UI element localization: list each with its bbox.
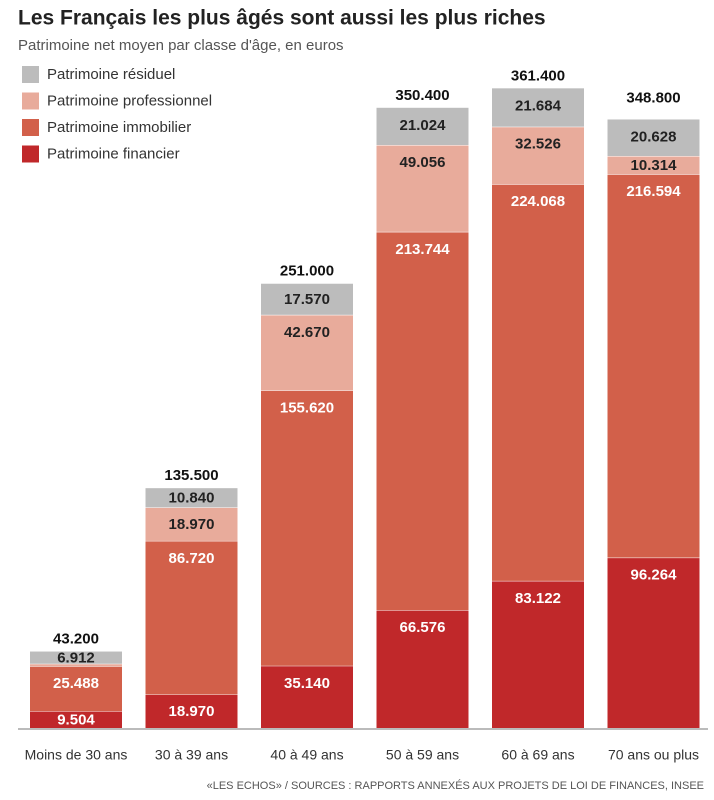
legend-swatch	[22, 145, 39, 163]
bar-segment	[261, 283, 353, 315]
legend-label: Patrimoine immobilier	[47, 119, 191, 136]
value-label: 96.264	[631, 567, 678, 584]
legend-label: Patrimoine financier	[47, 145, 180, 162]
value-label: 32.526	[515, 136, 561, 153]
total-label: 350.400	[395, 87, 449, 104]
bar-segment	[607, 155, 700, 175]
value-label: 25.488	[53, 675, 99, 692]
bar-segment	[145, 507, 238, 541]
bar-segment	[492, 184, 584, 581]
total-label: 251.000	[280, 263, 334, 280]
legend-label: Patrimoine résiduel	[47, 66, 175, 83]
value-label: 66.576	[400, 619, 446, 636]
bar-segment	[30, 663, 122, 667]
legend-swatch	[22, 66, 39, 83]
value-label: 213.744	[395, 241, 450, 258]
bar-segment	[492, 580, 584, 728]
bar-segment	[376, 107, 469, 146]
value-label: 86.720	[169, 550, 215, 567]
bar-segment	[492, 126, 584, 185]
chart-title: Les Français les plus âgés sont aussi le…	[18, 7, 546, 30]
legend-label: Patrimoine professionnel	[47, 92, 212, 109]
value-label: 18.970	[169, 516, 215, 533]
bar-segment	[30, 711, 122, 728]
bar-segment	[376, 231, 469, 611]
value-label: 6.912	[57, 650, 95, 667]
bar-segment	[607, 119, 700, 156]
value-label: 155.620	[280, 399, 334, 416]
value-label: 9.504	[57, 712, 95, 729]
source: «LES ECHOS» / SOURCES : RAPPORTS ANNEXÉS…	[207, 779, 704, 792]
bar-segment	[30, 651, 122, 664]
value-label: 10.840	[169, 490, 215, 507]
legend-swatch	[22, 92, 39, 110]
value-label: 83.122	[515, 590, 561, 607]
bar-segment	[145, 694, 238, 728]
x-tick-label: 50 à 59 ans	[386, 747, 459, 763]
value-label: 21.024	[400, 117, 447, 134]
value-label: 17.570	[284, 291, 330, 308]
value-label: 42.670	[284, 324, 330, 341]
bar-segment	[261, 665, 353, 728]
value-label: 49.056	[400, 154, 446, 171]
value-label: 20.628	[631, 128, 677, 145]
bar-segment	[145, 540, 238, 695]
x-tick-label: 30 à 39 ans	[155, 747, 228, 763]
x-tick-label: 60 à 69 ans	[501, 747, 574, 763]
bar-segment	[30, 666, 122, 712]
x-tick-label: 40 à 49 ans	[270, 747, 343, 763]
bar-segment	[492, 88, 584, 127]
bar-segment	[261, 390, 353, 666]
bar-segment	[607, 557, 700, 728]
bar-segment	[376, 610, 469, 728]
value-label: 18.970	[169, 703, 215, 720]
total-label: 135.500	[164, 467, 218, 484]
value-label: 10.314	[631, 157, 678, 174]
value-label: 35.140	[284, 675, 330, 692]
value-label: 216.594	[626, 183, 681, 200]
total-label: 348.800	[626, 90, 680, 107]
total-label: 43.200	[53, 631, 99, 648]
bar-segment	[376, 145, 469, 232]
legend-swatch	[22, 119, 39, 136]
value-label: 21.684	[515, 97, 562, 114]
chart-subtitle: Patrimoine net moyen par classe d'âge, e…	[18, 37, 344, 54]
x-tick-label: Moins de 30 ans	[25, 747, 128, 763]
value-label: 224.068	[511, 193, 565, 210]
total-label: 361.400	[511, 67, 565, 84]
bar-segment	[145, 488, 238, 508]
bar-segment	[607, 174, 700, 558]
x-tick-label: 70 ans ou plus	[608, 747, 699, 763]
bar-segment	[261, 314, 353, 391]
